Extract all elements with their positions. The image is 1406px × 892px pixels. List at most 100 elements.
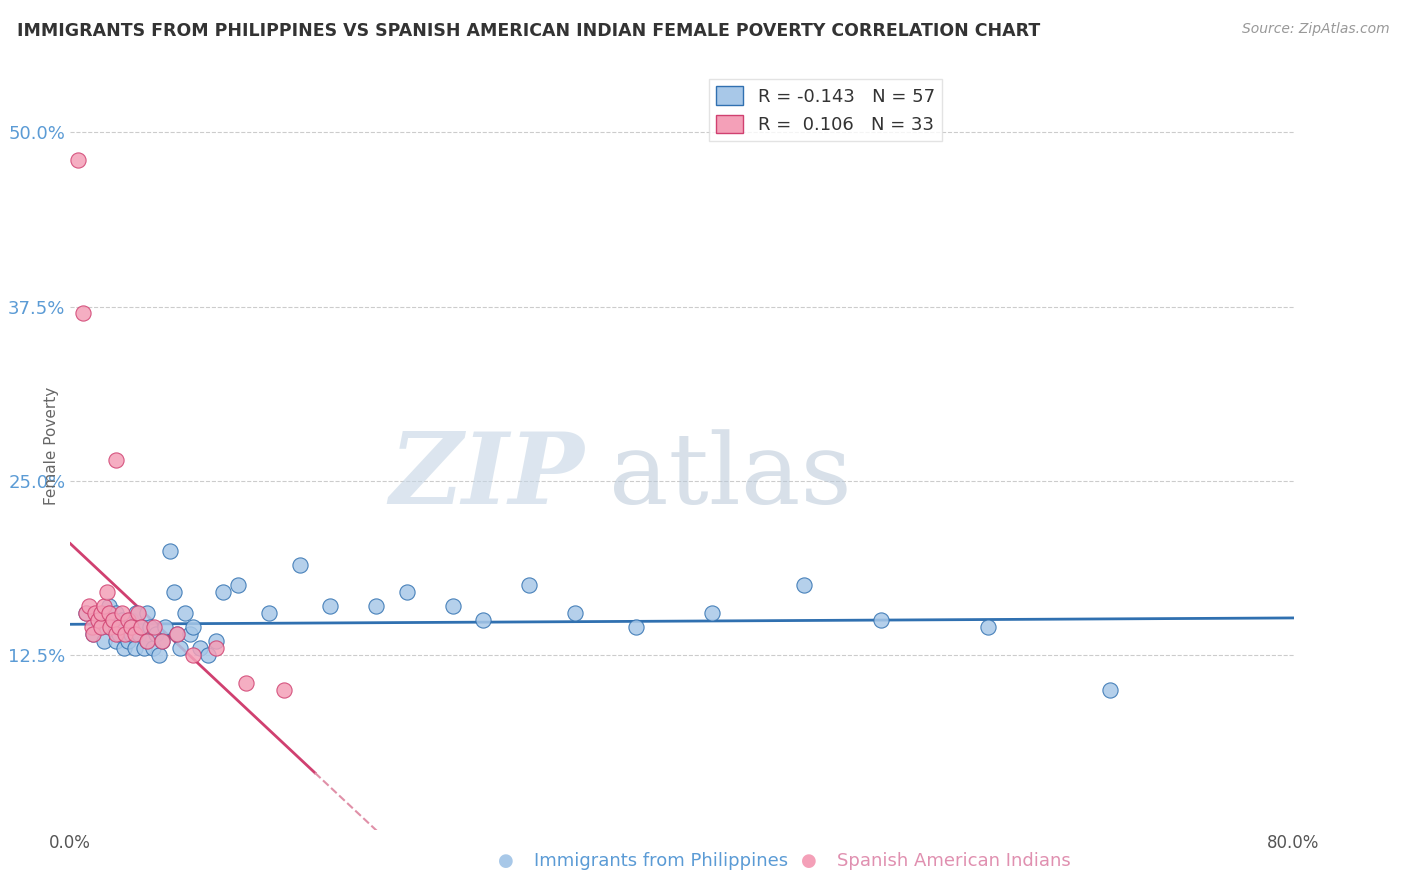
Point xyxy=(97,607,120,621)
Point xyxy=(82,627,104,641)
Text: atlas: atlas xyxy=(609,429,851,524)
Point xyxy=(97,613,120,627)
Point xyxy=(188,641,211,656)
Point xyxy=(441,599,464,614)
Point xyxy=(288,558,311,572)
Point xyxy=(114,620,136,634)
Point xyxy=(117,634,139,648)
Point xyxy=(976,620,998,634)
Point xyxy=(105,453,128,467)
Point xyxy=(87,613,110,627)
Text: IMMIGRANTS FROM PHILIPPINES VS SPANISH AMERICAN INDIAN FEMALE POVERTY CORRELATIO: IMMIGRANTS FROM PHILIPPINES VS SPANISH A… xyxy=(17,22,1040,40)
Point xyxy=(83,607,105,621)
Point xyxy=(108,620,131,634)
Point xyxy=(112,641,135,656)
Point xyxy=(135,634,157,648)
Point xyxy=(319,599,342,614)
Point xyxy=(257,607,280,621)
Point xyxy=(181,620,204,634)
Point xyxy=(793,578,815,592)
Point xyxy=(101,620,124,634)
Point xyxy=(127,607,149,621)
Point xyxy=(472,613,495,627)
Point xyxy=(142,641,165,656)
Point xyxy=(204,641,226,656)
Point xyxy=(121,613,143,627)
Y-axis label: Female Poverty: Female Poverty xyxy=(44,387,59,505)
Point xyxy=(108,627,131,641)
Point xyxy=(163,585,186,599)
Point xyxy=(128,627,150,641)
Legend: R = -0.143   N = 57, R =  0.106   N = 33: R = -0.143 N = 57, R = 0.106 N = 33 xyxy=(709,79,942,141)
Point xyxy=(129,620,152,634)
Point xyxy=(179,627,201,641)
Point xyxy=(90,620,112,634)
Point xyxy=(273,683,295,698)
Text: Source: ZipAtlas.com: Source: ZipAtlas.com xyxy=(1241,22,1389,37)
Point xyxy=(1099,683,1122,698)
Point xyxy=(105,627,128,641)
Point xyxy=(77,599,100,614)
Point xyxy=(114,627,136,641)
Text: ZIP: ZIP xyxy=(389,428,583,524)
Point xyxy=(702,607,724,621)
Point xyxy=(124,641,146,656)
Point xyxy=(93,599,115,614)
Point xyxy=(111,607,134,621)
Point xyxy=(66,153,89,167)
Text: Immigrants from Philippines: Immigrants from Philippines xyxy=(534,852,789,870)
Point xyxy=(169,641,191,656)
Point xyxy=(82,627,104,641)
Point xyxy=(197,648,219,663)
Point xyxy=(72,306,94,320)
Point xyxy=(75,607,97,621)
Point xyxy=(121,627,143,641)
Point xyxy=(145,627,167,641)
Point xyxy=(135,634,157,648)
Point xyxy=(105,607,128,621)
Point xyxy=(228,578,250,592)
Point xyxy=(150,634,173,648)
Point xyxy=(395,585,418,599)
Point xyxy=(181,648,204,663)
Point xyxy=(204,634,226,648)
Point xyxy=(111,613,134,627)
Point xyxy=(366,599,388,614)
Point xyxy=(105,634,128,648)
Point xyxy=(93,634,115,648)
Point xyxy=(624,620,647,634)
Point xyxy=(129,620,152,634)
Point xyxy=(235,676,257,690)
Point xyxy=(517,578,540,592)
Point xyxy=(148,648,170,663)
Point xyxy=(564,607,586,621)
Point xyxy=(75,607,97,621)
Point xyxy=(139,620,162,634)
Point xyxy=(143,620,166,634)
Point xyxy=(125,607,148,621)
Point xyxy=(150,634,173,648)
Text: ●: ● xyxy=(498,852,515,870)
Point xyxy=(96,585,118,599)
Point xyxy=(124,627,146,641)
Point xyxy=(135,607,157,621)
Point xyxy=(97,599,120,614)
Point xyxy=(117,613,139,627)
Point xyxy=(166,627,188,641)
Point xyxy=(153,620,176,634)
Point xyxy=(80,620,103,634)
Point xyxy=(174,607,197,621)
Point xyxy=(90,620,112,634)
Point xyxy=(166,627,188,641)
Point xyxy=(87,613,110,627)
Point xyxy=(90,607,112,621)
Point xyxy=(212,585,235,599)
Point xyxy=(869,613,891,627)
Point xyxy=(121,620,143,634)
Text: ●: ● xyxy=(800,852,817,870)
Point xyxy=(98,620,121,634)
Point xyxy=(101,613,124,627)
Point xyxy=(159,543,181,558)
Text: Spanish American Indians: Spanish American Indians xyxy=(837,852,1070,870)
Point xyxy=(132,641,155,656)
